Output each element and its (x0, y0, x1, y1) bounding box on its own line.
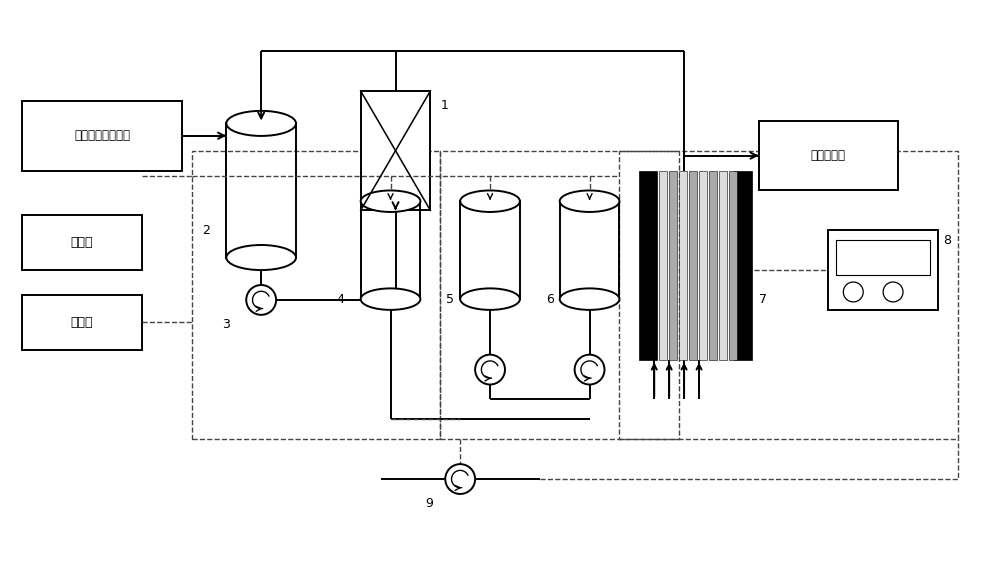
Text: 1: 1 (440, 99, 448, 112)
Text: 烟草提取或萌取液: 烟草提取或萌取液 (74, 129, 130, 142)
Circle shape (246, 285, 276, 315)
Bar (709, 170, 717, 360)
Bar (619, 150, 958, 439)
Ellipse shape (460, 288, 520, 310)
Bar (828, 230, 938, 310)
Ellipse shape (460, 190, 520, 212)
Text: 自来水: 自来水 (71, 236, 93, 249)
Text: 电极液: 电极液 (71, 316, 93, 329)
Circle shape (843, 282, 863, 302)
Ellipse shape (560, 288, 619, 310)
Bar (22, 101, 182, 170)
Circle shape (883, 282, 903, 302)
Text: 4: 4 (337, 294, 345, 307)
Ellipse shape (560, 190, 619, 212)
Bar (440, 150, 679, 439)
Bar (699, 170, 707, 360)
Circle shape (445, 464, 475, 494)
Bar (759, 121, 898, 190)
Text: 9: 9 (425, 498, 433, 510)
Text: 3: 3 (222, 318, 230, 331)
Circle shape (575, 355, 604, 385)
Circle shape (475, 355, 505, 385)
Bar (22, 215, 142, 270)
Text: 6: 6 (546, 294, 554, 307)
Text: 2: 2 (203, 224, 210, 237)
Text: 7: 7 (759, 294, 767, 307)
Bar (719, 170, 727, 360)
Ellipse shape (226, 245, 296, 270)
Ellipse shape (361, 190, 420, 212)
Bar (192, 150, 440, 439)
Bar (659, 170, 667, 360)
Bar (22, 295, 142, 349)
Bar (734, 170, 752, 360)
Text: 5: 5 (446, 294, 454, 307)
Bar (729, 170, 737, 360)
Bar (639, 170, 657, 360)
Ellipse shape (226, 111, 296, 136)
Text: 8: 8 (943, 234, 951, 247)
Bar (836, 240, 930, 275)
Text: 处理后料液: 处理后料液 (811, 149, 846, 162)
Bar (669, 170, 677, 360)
Bar (361, 91, 430, 210)
Ellipse shape (361, 288, 420, 310)
Bar (679, 170, 687, 360)
Bar (689, 170, 697, 360)
